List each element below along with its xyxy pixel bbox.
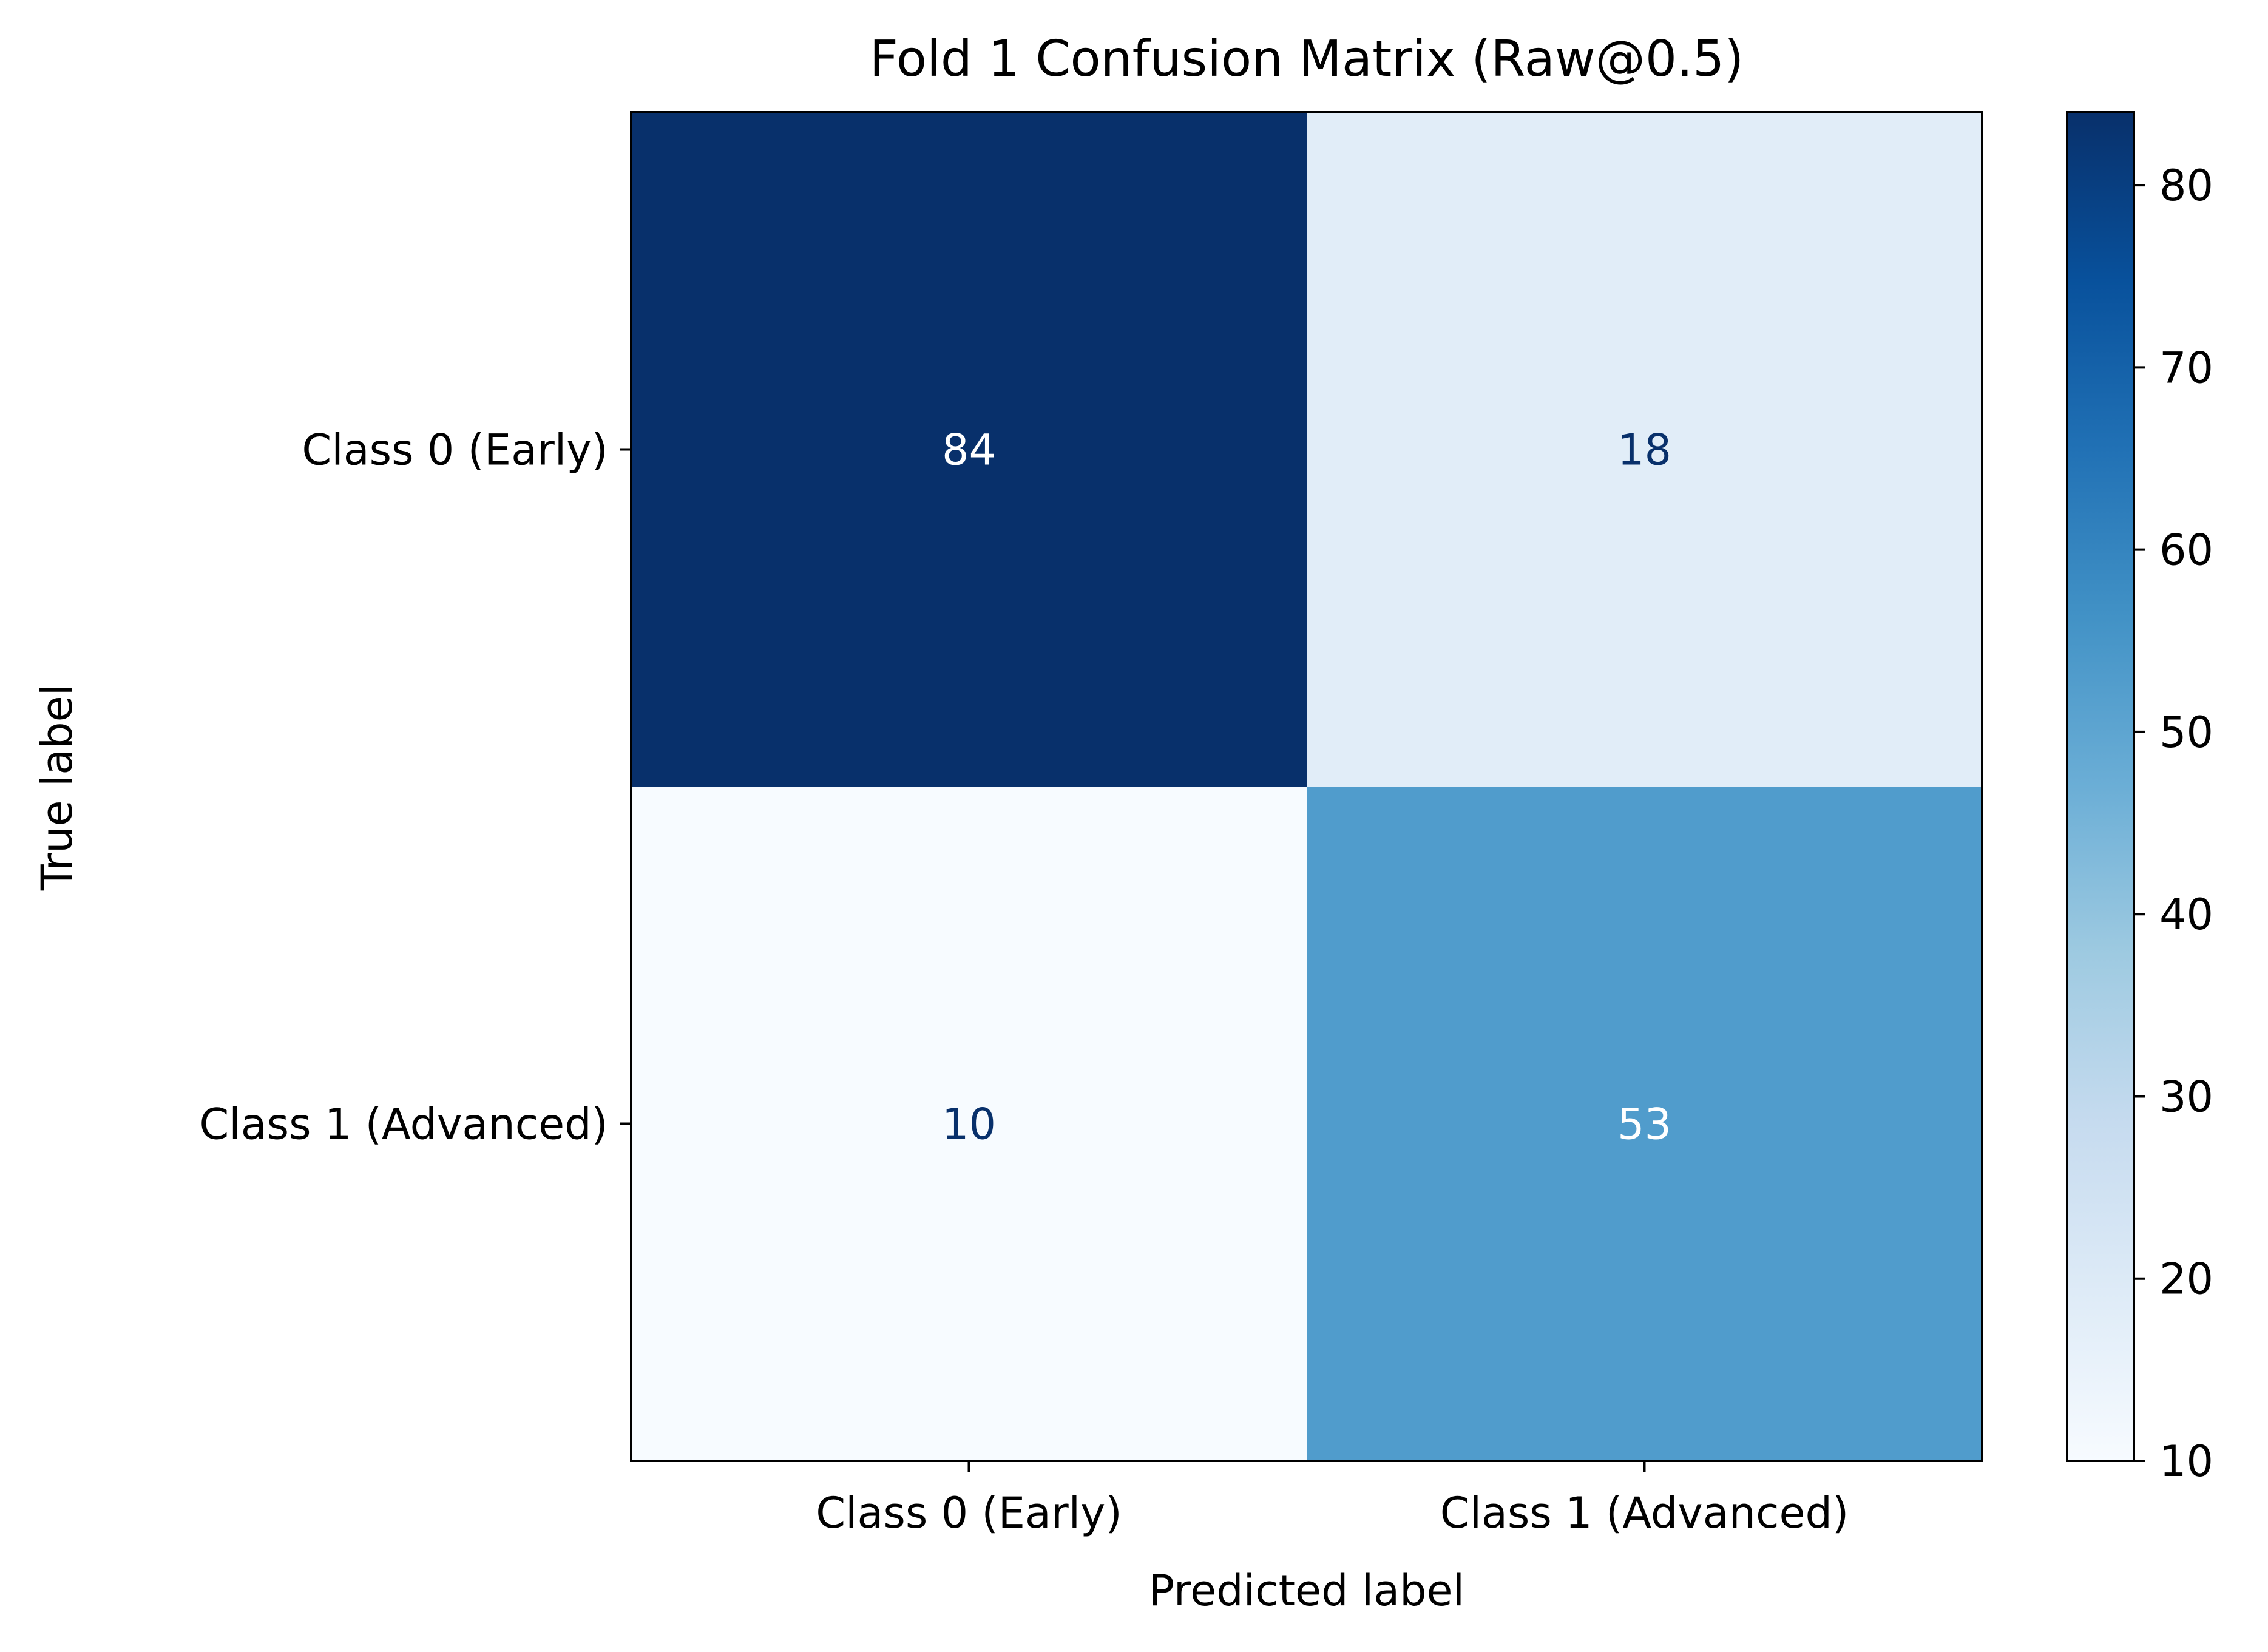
colorbar-ticks: 10 20 30 40 50 60 70 80: [2134, 161, 2213, 1486]
heatmap-cell-r1-c0: [631, 787, 1307, 1461]
x-axis-ticks: Class 0 (Early) Class 1 (Advanced): [816, 1461, 1849, 1538]
colorbar-tick-label: 70: [2159, 343, 2213, 393]
x-tick-label: Class 0 (Early): [816, 1488, 1122, 1538]
y-axis-ticks: Class 0 (Early) Class 1 (Advanced): [199, 425, 631, 1149]
heatmap-cell-r0-c0: [631, 112, 1307, 787]
plot-frame: [630, 111, 1983, 1462]
heatmap-cell-r1-c1: [1307, 787, 1983, 1461]
heatmap-cell-r0-c1: [1307, 112, 1983, 787]
cell-value-label-r0-c0: 84: [942, 425, 996, 475]
colorbar-tick-label: 60: [2159, 526, 2213, 575]
x-axis-label: Predicted label: [1149, 1566, 1464, 1616]
heatmap-value-labels: 84 18 10 53: [942, 425, 1671, 1149]
colorbar: [2066, 111, 2135, 1462]
colorbar-tick-label: 50: [2159, 708, 2213, 757]
cell-value-label-r0-c1: 18: [1617, 425, 1671, 475]
y-tick-label: Class 1 (Advanced): [199, 1100, 608, 1149]
chart-title: Fold 1 Confusion Matrix (Raw@0.5): [870, 30, 1744, 88]
colorbar-tick-label: 80: [2159, 161, 2213, 211]
y-axis-label: True label: [32, 684, 82, 891]
cell-value-label-r1-c1: 53: [1617, 1100, 1671, 1149]
y-tick-label: Class 0 (Early): [302, 425, 608, 475]
x-tick-label: Class 1 (Advanced): [1440, 1488, 1849, 1538]
colorbar-tick-label: 20: [2159, 1254, 2213, 1304]
colorbar-tick-label: 10: [2159, 1437, 2213, 1486]
colorbar-tick-label: 40: [2159, 890, 2213, 939]
colorbar-tick-label: 30: [2159, 1072, 2213, 1122]
cell-value-label-r1-c0: 10: [942, 1100, 996, 1149]
heatmap-cells: [631, 112, 1983, 1461]
